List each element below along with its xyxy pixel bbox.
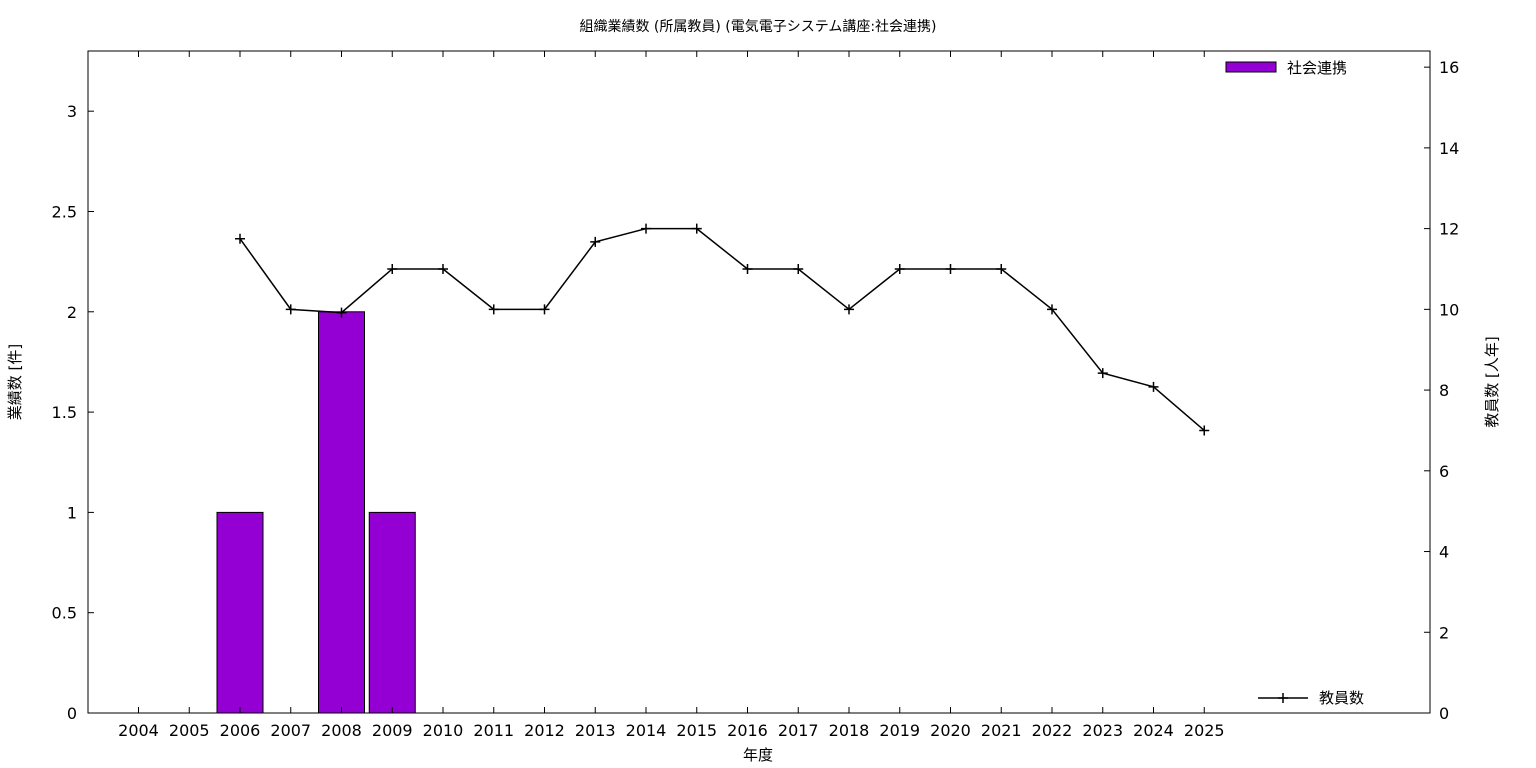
y2-tick-label: 16 (1439, 58, 1459, 77)
chart-title: 組織業績数 (所属教員) (電気電子システム講座:社会連携) (579, 19, 936, 35)
y-tick-label: 2.5 (52, 202, 77, 221)
y-axis-label: 業績数 [件] (6, 344, 24, 420)
bar-2008 (318, 311, 365, 714)
point-2007 (285, 304, 296, 315)
y2-tick-label: 4 (1439, 543, 1449, 562)
plot-frame (87, 50, 1431, 714)
legend-bar-label: 社会連携 (1287, 59, 1347, 77)
y2-tick-label: 0 (1439, 704, 1449, 723)
point-2009 (387, 263, 398, 274)
bar-2006 (216, 511, 264, 714)
line-series (235, 223, 1210, 436)
y-tick-label: 0.5 (52, 604, 77, 623)
y2-tick-label: 12 (1439, 220, 1459, 239)
x-tick-label: 2017 (778, 721, 819, 740)
x-tick-label: 2014 (626, 721, 667, 740)
x-tick-label: 2016 (727, 721, 768, 740)
x-tick-label: 2005 (169, 721, 210, 740)
axis-ticks: 2004 2005 2006 2007 2008 2009 2010 2011 2012 2013… (52, 51, 1459, 740)
x-tick-label: 2020 (930, 721, 971, 740)
point-2018 (844, 304, 854, 315)
y-tick-label: 0 (67, 704, 77, 723)
y-tick-label: 1 (67, 503, 77, 522)
staff-line (239, 227, 1205, 432)
y2-tick-label: 6 (1439, 462, 1449, 481)
legend-bar-swatch (1225, 61, 1277, 73)
y2-tick-label: 2 (1439, 623, 1449, 642)
legend-line-label: 教員数 (1319, 689, 1364, 707)
x-tick-label: 2004 (118, 721, 159, 740)
x-tick-label: 2010 (423, 721, 464, 740)
x-tick-label: 2012 (524, 721, 565, 740)
x-tick-label: 2013 (575, 721, 616, 740)
legend-line-marker (1278, 693, 1288, 703)
point-2011 (488, 304, 499, 315)
point-2022 (1047, 304, 1057, 315)
x-tick-label: 2024 (1133, 721, 1174, 740)
point-2008 (336, 307, 347, 318)
point-2017 (793, 263, 804, 274)
x-tick-label: 2025 (1184, 721, 1225, 740)
x-tick-label: 2021 (981, 721, 1022, 740)
y-tick-label: 3 (67, 102, 77, 121)
point-2006 (235, 233, 245, 244)
x-axis-label: 年度 (743, 746, 773, 764)
y-tick-label: 2 (67, 303, 77, 322)
x-tick-label: 2015 (676, 721, 717, 740)
x-tick-label: 2018 (829, 721, 870, 740)
point-2024 (1148, 381, 1159, 392)
point-2015 (691, 223, 702, 234)
y2-tick-label: 10 (1439, 300, 1459, 319)
x-tick-label: 2023 (1082, 721, 1123, 740)
x-tick-label: 2008 (321, 721, 362, 740)
x-tick-label: 2022 (1032, 721, 1073, 740)
point-2021 (996, 263, 1007, 274)
point-2012 (539, 304, 550, 315)
point-2016 (742, 263, 753, 274)
point-2013 (590, 236, 601, 247)
x-tick-label: 2007 (270, 721, 311, 740)
point-2025 (1199, 425, 1210, 436)
bar-2009 (368, 511, 416, 714)
x-tick-label: 2006 (220, 721, 261, 740)
y2-tick-label: 14 (1439, 139, 1459, 158)
y2-tick-label: 8 (1439, 381, 1449, 400)
point-2010 (438, 263, 448, 274)
point-2023 (1097, 368, 1108, 379)
y-tick-label: 1.5 (52, 403, 77, 422)
x-tick-label: 2009 (372, 721, 413, 740)
bar-series (216, 311, 416, 714)
point-2020 (945, 263, 956, 274)
legend-line: 教員数 (1258, 689, 1364, 707)
point-2014 (641, 223, 651, 234)
point-2019 (894, 263, 905, 274)
legend-bars: 社会連携 (1225, 59, 1347, 77)
x-tick-label: 2011 (473, 721, 514, 740)
y2-axis-label: 教員数 [人年] (1483, 336, 1501, 427)
x-tick-label: 2019 (879, 721, 920, 740)
